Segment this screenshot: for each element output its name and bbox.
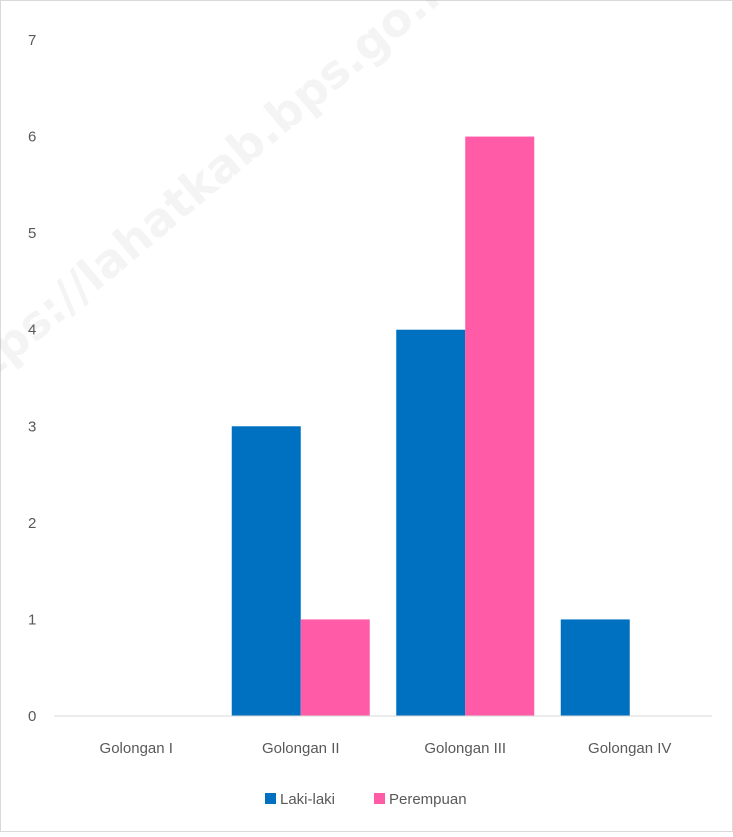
x-tick-label: Golongan I (100, 740, 173, 757)
legend-swatch-perempuan (374, 793, 385, 804)
bar-laki-laki-2 (396, 329, 466, 716)
y-tick-label: 5 (28, 225, 36, 242)
bar-laki-laki-3 (560, 619, 630, 716)
y-tick-label: 4 (28, 322, 36, 339)
y-axis: 0 1 2 3 4 5 6 7 (28, 32, 36, 725)
legend-label: Laki-laki (280, 791, 335, 808)
y-tick-label: 2 (28, 515, 36, 532)
y-tick-label: 1 (28, 611, 36, 628)
bar-perempuan-1 (300, 619, 370, 716)
x-tick-label: Golongan III (424, 740, 506, 757)
y-tick-label: 3 (28, 418, 36, 435)
x-tick-label: Golongan IV (588, 740, 671, 757)
x-axis: Golongan I Golongan II Golongan III Golonga… (100, 740, 672, 757)
y-tick-label: 6 (28, 129, 36, 146)
bar-laki-laki-1 (231, 426, 301, 716)
y-tick-label: 7 (28, 32, 36, 49)
y-tick-label: 0 (28, 708, 36, 725)
x-tick-label: Golongan II (262, 740, 340, 757)
legend-label: Perempuan (389, 791, 467, 808)
legend-swatch-laki-laki (265, 793, 276, 804)
bars (231, 136, 630, 717)
legend: Laki-laki Perempuan (265, 791, 467, 808)
bar-perempuan-2 (465, 136, 535, 717)
